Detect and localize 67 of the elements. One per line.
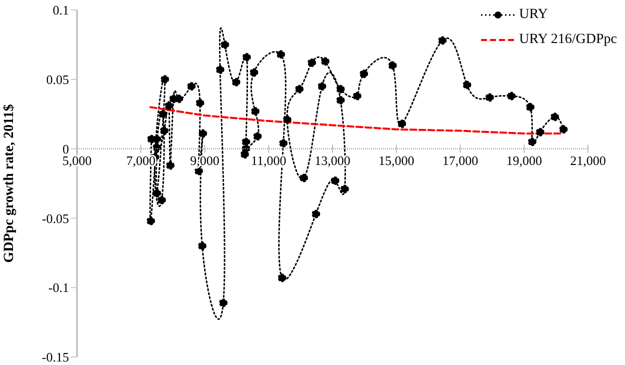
point [320, 57, 330, 66]
point [312, 210, 320, 218]
legend-label: URY [519, 6, 548, 22]
point [242, 138, 250, 146]
point [152, 188, 162, 198]
point [462, 80, 472, 90]
point [158, 110, 168, 118]
x-tick-label: 15,000 [378, 152, 414, 168]
point [242, 52, 251, 62]
y-axis-title: GDPpc growth rate, 2011$ [2, 104, 17, 263]
point [352, 92, 362, 100]
point [536, 128, 544, 136]
point [438, 36, 447, 45]
point [398, 120, 406, 128]
point [250, 68, 258, 77]
point [307, 58, 316, 67]
point [295, 84, 304, 94]
point [220, 40, 230, 49]
point [160, 126, 168, 136]
legend-label: URY 216/GDPpc [519, 32, 617, 48]
point [250, 107, 260, 116]
x-tick-label: 13,000 [314, 152, 350, 168]
point [216, 65, 224, 74]
point [174, 94, 184, 104]
point [196, 98, 204, 108]
point [485, 93, 494, 102]
point [146, 216, 156, 226]
point [360, 70, 368, 78]
point [282, 115, 292, 124]
point [219, 298, 228, 308]
point [232, 78, 240, 86]
y-tick-label: -0.15 [42, 350, 69, 365]
point [336, 96, 345, 104]
point [340, 184, 349, 194]
point [152, 143, 162, 152]
y-tick-label: 0.05 [46, 72, 69, 88]
point [336, 84, 345, 94]
x-tick-label: 21,000 [570, 152, 606, 168]
x-tick-label: 11,000 [250, 152, 286, 168]
point [278, 274, 286, 282]
point [388, 61, 397, 70]
point [550, 112, 560, 122]
y-tick-label: 0.1 [52, 2, 69, 18]
point [198, 242, 206, 250]
x-tick-label: 17,000 [442, 152, 478, 168]
point [318, 82, 326, 91]
point [157, 196, 166, 204]
point [300, 174, 308, 182]
point [279, 139, 288, 148]
y-tick-label: -0.1 [48, 280, 69, 296]
point [559, 125, 568, 134]
x-tick-label: 19,000 [506, 152, 542, 168]
point [198, 129, 208, 138]
point [187, 82, 196, 91]
point [242, 144, 250, 154]
point [526, 102, 534, 112]
point [253, 132, 262, 141]
point [160, 75, 170, 84]
y-tick-label: -0.05 [42, 210, 69, 226]
point [164, 102, 174, 110]
point [330, 176, 340, 185]
point [276, 50, 286, 59]
point [166, 161, 175, 170]
point [528, 138, 536, 146]
point [152, 134, 162, 144]
point [194, 166, 203, 176]
point [507, 92, 516, 100]
